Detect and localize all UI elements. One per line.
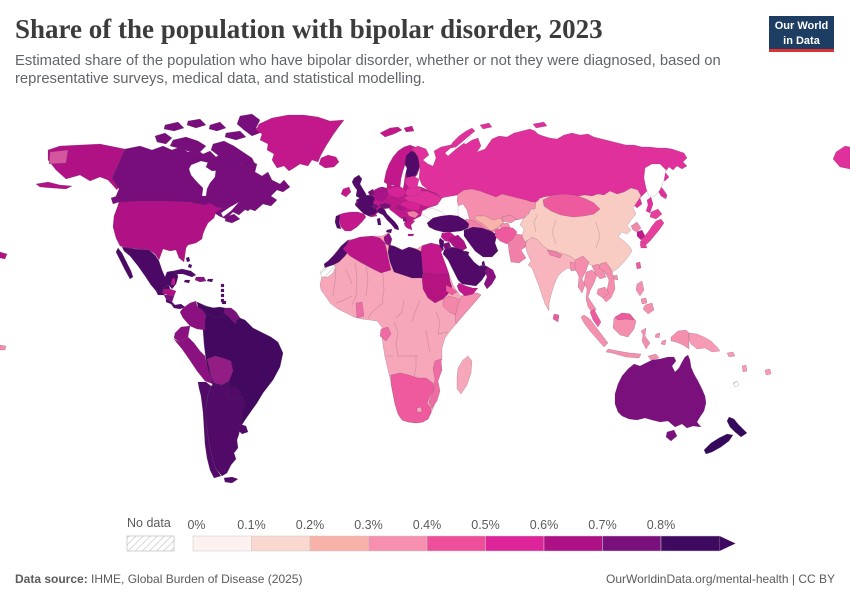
- svg-text:0.6%: 0.6%: [530, 518, 559, 532]
- svg-text:0%: 0%: [187, 518, 205, 532]
- svg-text:0.7%: 0.7%: [588, 518, 617, 532]
- svg-text:0.1%: 0.1%: [237, 518, 266, 532]
- svg-text:0.5%: 0.5%: [471, 518, 500, 532]
- svg-text:0.4%: 0.4%: [413, 518, 442, 532]
- svg-text:0.2%: 0.2%: [296, 518, 325, 532]
- svg-text:0.3%: 0.3%: [354, 518, 383, 532]
- svg-text:0.8%: 0.8%: [647, 518, 676, 532]
